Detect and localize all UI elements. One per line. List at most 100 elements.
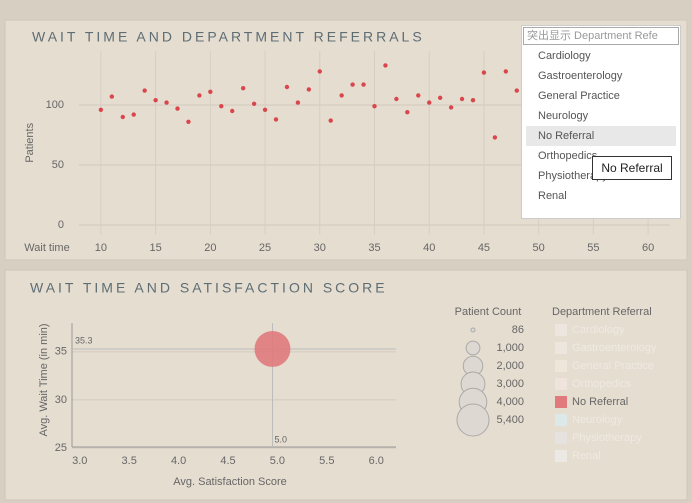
dropdown-item[interactable]: Physiotherapy (538, 170, 608, 182)
point (514, 88, 519, 93)
point (394, 96, 399, 102)
reference-label: 5.0 (274, 434, 287, 444)
x-tick-label: 15 (149, 242, 161, 254)
x-tick-label: 25 (259, 242, 271, 254)
point (448, 105, 454, 110)
legend-size (465, 340, 481, 356)
legend-label: Orthopedics (572, 378, 632, 390)
point (186, 119, 191, 125)
legend-label: 3,000 (496, 378, 524, 390)
point (251, 101, 257, 107)
legend-swatch (555, 396, 567, 408)
point (109, 94, 115, 99)
legend-swatch (555, 324, 567, 336)
legend-label: 1,000 (496, 342, 524, 354)
x-axis-label: Avg. Satisfaction Score (173, 476, 287, 488)
x-tick-label: 20 (204, 242, 216, 254)
legend-swatch (555, 378, 567, 390)
legend-label: Renal (572, 450, 601, 462)
point (405, 110, 410, 115)
dropdown[interactable]: 突出显示 Department Refe Cardiology Gastroent… (521, 25, 681, 219)
legend-label: No Referral (572, 396, 628, 408)
x-tick-label: 10 (95, 242, 107, 254)
chart-title: WAIT TIME AND SATISFACTION SCORE (30, 280, 388, 296)
legend-size (456, 403, 490, 437)
legend-label: 5,400 (496, 414, 524, 426)
dropdown-item[interactable]: Neurology (538, 110, 589, 122)
chart-title: WAIT TIME AND DEPARTMENT REFERRALS (32, 29, 425, 45)
point (197, 93, 202, 98)
legend-label: Gastroenterology (572, 342, 657, 354)
legend-label: Neurology (572, 414, 623, 426)
x-tick-label: 5.5 (319, 455, 334, 467)
point (273, 117, 279, 122)
x-tick-label: 40 (423, 242, 435, 254)
point (262, 107, 268, 113)
point (416, 93, 421, 98)
point (164, 100, 169, 105)
dropdown-item[interactable]: No Referral (526, 126, 676, 146)
y-axis-label: Avg. Wait Time (in min) (38, 323, 50, 436)
reference-label: 35.3 (75, 335, 93, 345)
point (372, 104, 377, 109)
y-axis-label: Patients (24, 122, 36, 162)
x-tick-label: 50 (533, 242, 545, 254)
legend-label: 86 (512, 324, 524, 336)
tooltip: No Referral (592, 156, 672, 180)
point (470, 98, 476, 103)
legend-swatch (555, 450, 567, 462)
legend-title: Patient Count (455, 306, 522, 318)
x-axis-label: Wait time (24, 242, 69, 254)
legend-label: Physiotherapy (572, 432, 642, 444)
x-tick-label: 3.0 (72, 455, 87, 467)
y-tick-label: 50 (52, 159, 64, 171)
point (339, 93, 344, 98)
x-tick-label: 4.0 (171, 455, 186, 467)
legend-label: 4,000 (496, 396, 524, 408)
point (153, 98, 158, 103)
bubble (254, 330, 291, 367)
point (120, 114, 125, 120)
x-tick-label: 30 (314, 242, 326, 254)
y-tick-label: 35 (55, 346, 67, 358)
dropdown-item[interactable]: Renal (538, 190, 567, 202)
point (328, 118, 333, 123)
point (142, 88, 147, 93)
search-box[interactable]: 突出显示 Department Refe (523, 27, 679, 45)
dropdown-item[interactable]: Orthopedics (538, 150, 598, 162)
point (208, 89, 213, 95)
x-tick-label: 5.0 (270, 455, 285, 467)
point (492, 135, 498, 140)
x-tick-label: 55 (587, 242, 599, 254)
point (503, 69, 509, 74)
point (361, 82, 366, 87)
x-tick-label: 35 (368, 242, 380, 254)
y-tick-label: 100 (46, 99, 64, 111)
point (437, 95, 443, 101)
y-tick-label: 0 (58, 219, 64, 231)
x-tick-label: 6.0 (369, 455, 384, 467)
point (230, 108, 235, 114)
dropdown-item[interactable]: Cardiology (538, 50, 591, 62)
point (284, 84, 290, 90)
point (175, 106, 180, 111)
point (383, 63, 388, 68)
legend-label: Cardiology (572, 324, 625, 336)
point (459, 96, 465, 102)
y-tick-label: 30 (55, 394, 67, 406)
legend-swatch (555, 414, 567, 426)
legend-swatch (555, 342, 567, 354)
point (98, 107, 104, 113)
point (350, 82, 355, 87)
legend-size (470, 327, 476, 333)
dropdown-item[interactable]: Gastroenterology (538, 70, 623, 82)
x-tick-label: 45 (478, 242, 490, 254)
point (427, 100, 432, 105)
x-tick-label: 60 (642, 242, 654, 254)
y-tick-label: 25 (55, 442, 67, 454)
legend-title: Department Referral (552, 306, 652, 318)
point (131, 112, 136, 117)
point (481, 70, 487, 75)
dropdown-item[interactable]: General Practice (538, 90, 620, 102)
